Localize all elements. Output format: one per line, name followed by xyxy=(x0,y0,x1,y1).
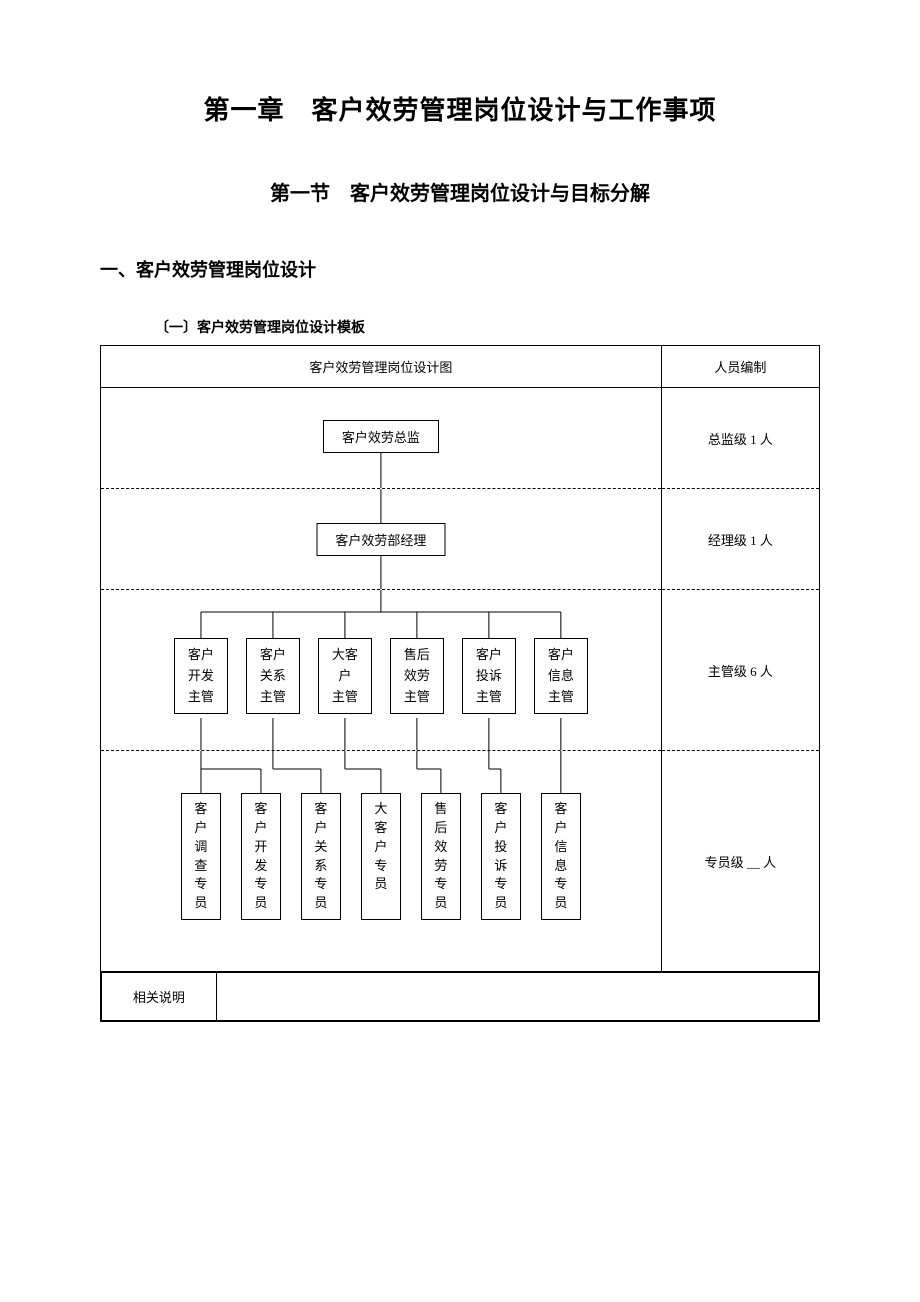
row-director: 客户效劳总监 总监级 1 人 xyxy=(101,388,820,489)
specialist-boxes: 客户调查专员 客户开发专员 客户关系专员 大客户专员 售后效劳专员 客户投诉专员… xyxy=(101,793,661,920)
heading-level-2: 〔一〕客户效劳管理岗位设计模板 xyxy=(155,317,820,337)
notes-value xyxy=(216,973,818,1021)
staff-director: 总监级 1 人 xyxy=(661,388,819,489)
chart-cell-supervisors: 客户开发主管 客户关系主管 大客户主管 售后效劳主管 客户投诉主管 客户信息主管 xyxy=(101,590,662,751)
box-manager: 客户效劳部经理 xyxy=(316,523,445,556)
chart-cell-specialists: 客户调查专员 客户开发专员 客户关系专员 大客户专员 售后效劳专员 客户投诉专员… xyxy=(101,751,662,972)
staff-specialists: 专员级 __ 人 xyxy=(661,751,819,972)
box-spec-dev: 客户开发专员 xyxy=(241,793,281,920)
connector-director xyxy=(101,388,661,488)
row-specialists: 客户调查专员 客户开发专员 客户关系专员 大客户专员 售后效劳专员 客户投诉专员… xyxy=(101,751,820,972)
notes-label: 相关说明 xyxy=(102,973,217,1021)
supervisor-boxes: 客户开发主管 客户关系主管 大客户主管 售后效劳主管 客户投诉主管 客户信息主管 xyxy=(101,638,661,714)
box-supervisor-dev: 客户开发主管 xyxy=(174,638,228,714)
box-spec-rel: 客户关系专员 xyxy=(301,793,341,920)
box-spec-info: 客户信息专员 xyxy=(541,793,581,920)
heading-level-1: 一、客户效劳管理岗位设计 xyxy=(100,256,820,282)
section-title: 第一节 客户效劳管理岗位设计与目标分解 xyxy=(100,177,820,206)
box-supervisor-after: 售后效劳主管 xyxy=(390,638,444,714)
box-spec-after: 售后效劳专员 xyxy=(421,793,461,920)
chapter-title: 第一章 客户效劳管理岗位设计与工作事项 xyxy=(100,90,820,127)
staff-supervisors: 主管级 6 人 xyxy=(661,590,819,751)
box-spec-comp: 客户投诉专员 xyxy=(481,793,521,920)
chart-cell-manager: 客户效劳部经理 xyxy=(101,489,662,590)
chart-cell-director: 客户效劳总监 xyxy=(101,388,662,489)
notes-cell: 相关说明 xyxy=(101,972,820,1022)
row-manager: 客户效劳部经理 经理级 1 人 xyxy=(101,489,820,590)
box-supervisor-key: 大客户主管 xyxy=(318,638,372,714)
header-chart: 客户效劳管理岗位设计图 xyxy=(101,346,662,388)
org-chart-table: 客户效劳管理岗位设计图 人员编制 客户效劳总监 总监级 1 人 xyxy=(100,345,820,1022)
staff-manager: 经理级 1 人 xyxy=(661,489,819,590)
box-supervisor-info: 客户信息主管 xyxy=(534,638,588,714)
row-notes: 相关说明 xyxy=(101,972,820,1022)
row-supervisors: 客户开发主管 客户关系主管 大客户主管 售后效劳主管 客户投诉主管 客户信息主管… xyxy=(101,590,820,751)
box-supervisor-comp: 客户投诉主管 xyxy=(462,638,516,714)
box-spec-survey: 客户调查专员 xyxy=(181,793,221,920)
header-staff: 人员编制 xyxy=(661,346,819,388)
box-supervisor-rel: 客户关系主管 xyxy=(246,638,300,714)
document-page: 第一章 客户效劳管理岗位设计与工作事项 第一节 客户效劳管理岗位设计与目标分解 … xyxy=(0,0,920,1082)
box-spec-key: 大客户专员 xyxy=(361,793,401,920)
table-header-row: 客户效劳管理岗位设计图 人员编制 xyxy=(101,346,820,388)
